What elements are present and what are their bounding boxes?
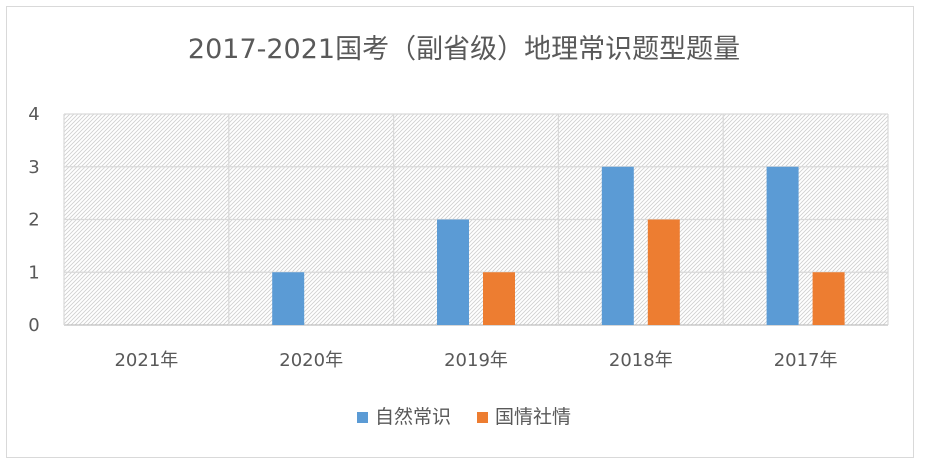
x-tick-label: 2021年 [114,350,178,371]
chart-title: 2017-2021国考（副省级）地理常识题型题量 [187,34,741,65]
legend-swatch-national [477,412,489,423]
x-tick-label: 2019年 [444,350,508,371]
bar-national-3 [647,219,680,325]
y-tick-label: 1 [28,262,39,283]
legend-label-natural: 自然常识 [374,406,451,428]
y-tick-label: 2 [28,210,39,231]
legend: 自然常识 国情社情 [0,408,928,427]
bar-natural-1 [272,272,305,325]
bar-national-4 [812,272,845,325]
y-tick-label: 3 [28,157,39,178]
legend-swatch-natural [356,412,368,423]
bar-natural-2 [437,219,469,325]
x-tick-label: 2020年 [279,350,343,371]
x-tick-label: 2018年 [609,350,673,371]
y-tick-label: 0 [28,315,39,336]
bar-natural-4 [766,166,799,325]
bar-national-2 [483,272,515,325]
x-tick-label: 2017年 [774,350,838,371]
legend-item-natural: 自然常识 [356,406,451,428]
legend-item-national: 国情社情 [477,408,571,427]
legend-label-national: 国情社情 [495,406,572,428]
y-tick-label: 4 [28,104,39,125]
bar-natural-3 [601,166,634,325]
